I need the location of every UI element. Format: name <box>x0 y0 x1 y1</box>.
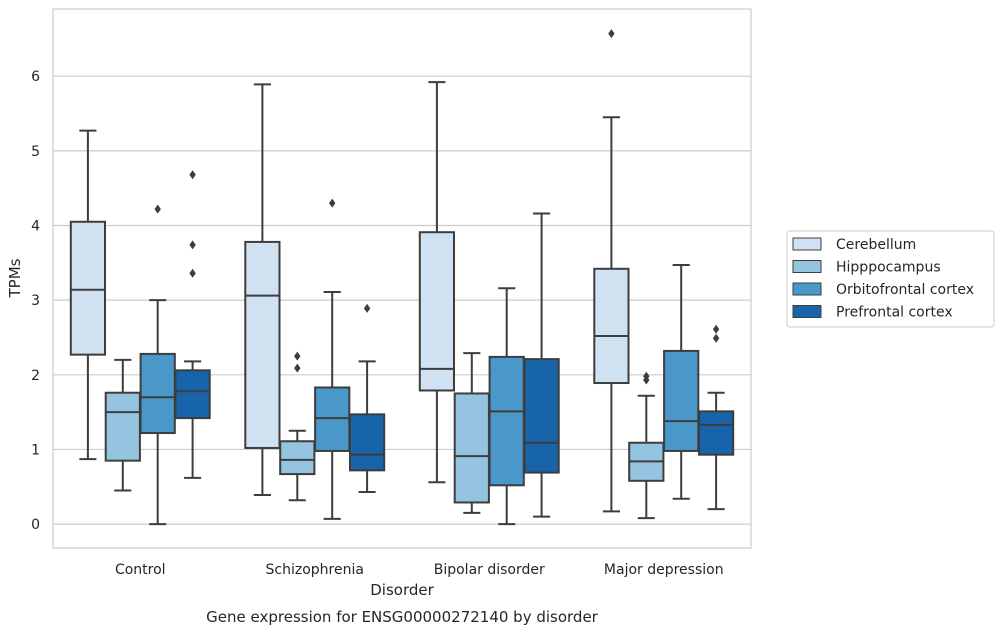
box-orbitofrontal-cortex <box>314 198 351 520</box>
box-prefrontal-cortex <box>523 212 560 518</box>
box-iqr <box>593 267 630 385</box>
box-iqr <box>69 220 107 356</box>
box-orbitofrontal-cortex <box>139 204 176 526</box>
legend-label: Cerebellum <box>836 237 916 253</box>
outlier-point <box>154 204 161 214</box>
plot-frame <box>52 8 752 549</box>
box-hipppocampus <box>628 371 665 520</box>
y-tick-label: 2 <box>31 368 40 384</box>
box-iqr <box>697 410 735 456</box>
box-iqr <box>663 349 700 452</box>
y-tick-label: 1 <box>31 442 40 458</box>
legend-swatch <box>792 260 822 273</box>
box-iqr <box>488 355 525 487</box>
box-prefrontal-cortex <box>174 170 211 479</box>
box-iqr <box>279 440 316 476</box>
box-iqr <box>174 369 211 420</box>
legend-frame <box>786 230 995 328</box>
outlier-point <box>329 198 336 208</box>
x-tick-label: Major depression <box>604 562 724 578</box>
outlier-point <box>189 240 196 250</box>
box-hipppocampus <box>104 358 141 492</box>
legend-label: Prefrontal cortex <box>836 305 953 321</box>
box-hipppocampus <box>279 351 316 502</box>
x-tick-label: Bipolar disorder <box>434 562 545 578</box>
x-tick-label: Control <box>115 562 166 578</box>
outlier-point <box>608 29 615 39</box>
outlier-point <box>363 303 371 313</box>
x-tick-label: Schizophrenia <box>266 562 364 578</box>
box-iqr <box>244 240 281 449</box>
box-hipppocampus <box>453 352 490 514</box>
chart-caption: Gene expression for ENSG00000272140 by d… <box>206 608 599 626</box>
legend-swatch <box>792 305 822 318</box>
outlier-point <box>294 351 301 361</box>
outlier-point <box>294 363 301 373</box>
legend-label: Orbitofrontal cortex <box>836 282 974 298</box>
outlier-point <box>189 170 196 180</box>
x-axis-label: Disorder <box>370 581 434 599</box>
legend-swatch <box>792 237 822 251</box>
box-iqr <box>139 352 176 435</box>
box-iqr <box>348 413 386 472</box>
box-iqr <box>418 231 456 392</box>
box-iqr <box>523 358 560 474</box>
box-iqr <box>314 386 351 452</box>
legend: Cerebellum Hipppocampus Orbitofrontal cort… <box>786 230 995 328</box>
y-tick-labels: 0 1 2 3 4 5 6 <box>31 69 40 533</box>
box-groups <box>69 29 735 526</box>
y-axis-label: TPMs <box>6 258 24 298</box>
box-prefrontal-cortex <box>348 303 386 494</box>
box-cerebellum <box>244 83 281 496</box>
y-tick-label: 0 <box>31 517 40 533</box>
y-tick-label: 5 <box>31 144 40 160</box>
y-tick-label: 6 <box>31 69 40 85</box>
y-tick-label: 3 <box>31 293 40 309</box>
box-orbitofrontal-cortex <box>488 287 525 526</box>
y-tick-label: 4 <box>31 218 40 234</box>
box-iqr <box>453 392 490 504</box>
box-cerebellum <box>418 81 456 484</box>
outlier-point <box>712 324 720 334</box>
outlier-point <box>712 333 720 343</box>
outlier-point <box>189 268 196 278</box>
box-prefrontal-cortex <box>697 324 735 511</box>
legend-swatch <box>792 282 822 296</box>
outlier-point <box>643 371 650 381</box>
box-cerebellum <box>69 129 107 461</box>
box-orbitofrontal-cortex <box>663 264 700 500</box>
box-iqr <box>104 391 141 462</box>
legend-label: Hipppocampus <box>836 260 941 276</box>
x-tick-labels: Control Schizophrenia Bipolar disorder Majo… <box>115 562 724 578</box>
box-cerebellum <box>593 29 630 513</box>
